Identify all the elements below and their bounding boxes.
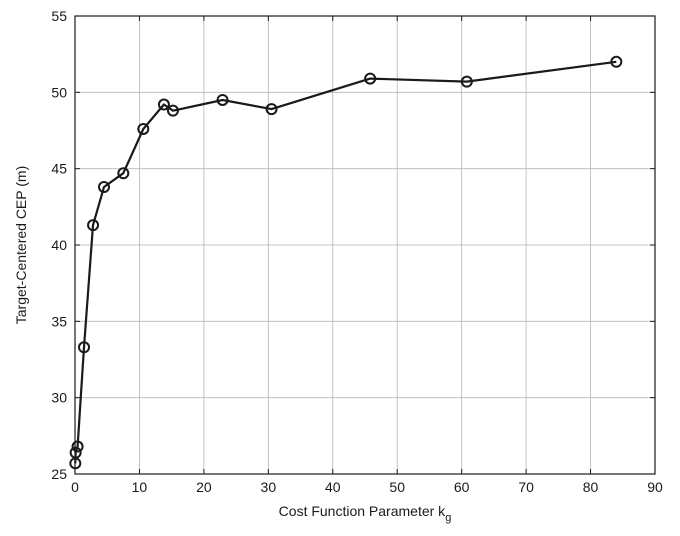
x-tick-label: 40 <box>325 479 341 495</box>
x-tick-label: 30 <box>261 479 277 495</box>
data-point-marker <box>78 341 91 354</box>
data-point-marker <box>87 219 100 232</box>
data-point-marker <box>364 72 377 85</box>
series-markers <box>69 55 623 470</box>
y-tick-label: 35 <box>51 313 67 329</box>
data-point-marker <box>117 167 130 180</box>
x-axis-title-subscript: g <box>445 512 451 524</box>
data-point-marker <box>166 104 179 117</box>
y-tick-label: 50 <box>51 84 67 100</box>
x-axis-title-main: Cost Function Parameter k <box>279 503 447 519</box>
data-point-marker <box>71 440 84 453</box>
data-point-marker <box>216 93 229 106</box>
data-point-marker <box>98 180 110 193</box>
data-point-marker <box>157 98 170 111</box>
x-tick-label: 50 <box>389 479 405 495</box>
axis-ticks <box>74 15 656 475</box>
y-tick-label: 45 <box>51 161 67 177</box>
x-tick-label: 10 <box>132 479 148 495</box>
data-point-marker <box>460 75 473 88</box>
x-tick-label: 20 <box>196 479 212 495</box>
data-point-marker <box>137 122 150 135</box>
x-axis-title: Cost Function Parameter kg <box>279 503 452 524</box>
x-tick-label: 80 <box>583 479 599 495</box>
y-tick-label: 55 <box>51 8 67 24</box>
x-tick-label: 60 <box>454 479 470 495</box>
y-tick-label: 30 <box>51 390 67 406</box>
tick-labels: 0 10 20 30 40 50 60 70 80 90 25 30 35 40 45 50 55 <box>51 8 663 495</box>
series-line <box>74 60 617 464</box>
y-axis-title: Target-Centered CEP (m) <box>13 166 29 324</box>
x-tick-label: 90 <box>647 479 663 495</box>
x-tick-label: 70 <box>518 479 534 495</box>
grid <box>74 15 656 475</box>
data-point-marker <box>265 103 278 116</box>
data-point-marker <box>69 446 82 459</box>
data-point-marker <box>610 55 623 68</box>
x-tick-label: 0 <box>71 479 79 495</box>
y-tick-label: 40 <box>51 237 67 253</box>
y-tick-label: 25 <box>51 466 67 482</box>
